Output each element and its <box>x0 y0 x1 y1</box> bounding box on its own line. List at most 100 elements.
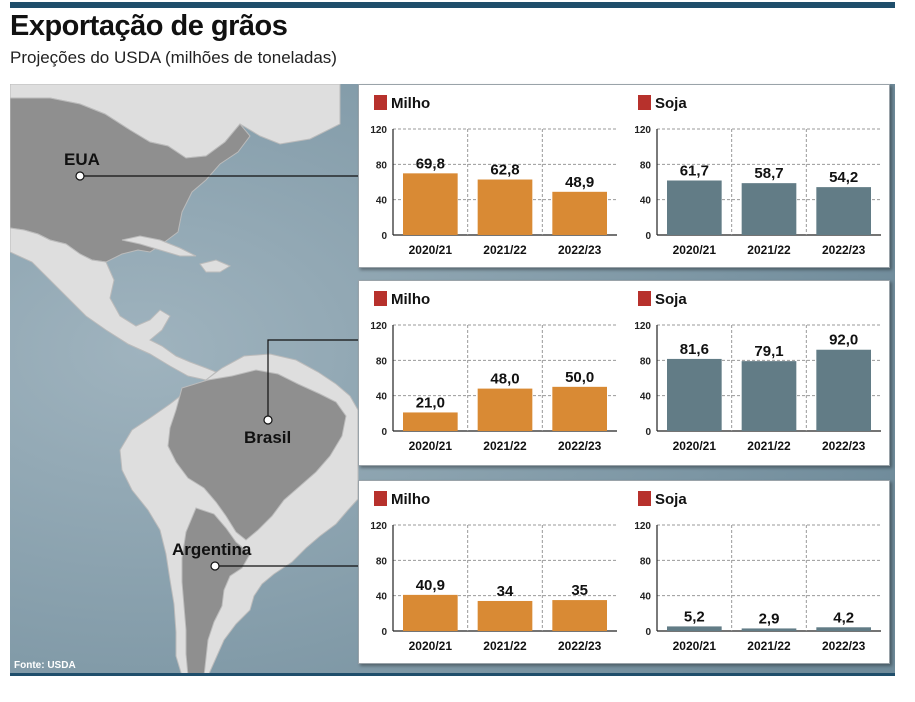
y-tick-label: 40 <box>640 196 652 207</box>
bar <box>552 386 607 431</box>
data-label: 50,0 <box>565 369 594 386</box>
brasil-marker <box>263 415 273 425</box>
data-label: 61,7 <box>680 162 709 179</box>
bar <box>741 628 797 631</box>
bar <box>552 191 607 235</box>
top-rule <box>10 2 895 8</box>
y-tick-label: 40 <box>376 196 388 207</box>
data-label: 5,2 <box>684 608 705 625</box>
data-label: 34 <box>497 583 514 600</box>
legend-label: Milho <box>391 291 430 308</box>
x-tick-label: 2021/22 <box>483 243 527 257</box>
cuba-island <box>121 235 197 257</box>
y-tick-label: 120 <box>370 321 387 332</box>
data-label: 69,8 <box>416 155 445 172</box>
y-tick-label: 80 <box>640 556 652 567</box>
chart-brasil-soja: Soja 0 40 80 120 81,6 2020/21 79,1 2021/22 92,0 20… <box>634 291 881 453</box>
legend-swatch <box>374 491 387 506</box>
y-tick-label: 80 <box>376 556 388 567</box>
y-tick-label: 120 <box>634 521 651 532</box>
x-tick-label: 2020/21 <box>409 439 453 453</box>
bar <box>477 179 533 235</box>
y-tick-label: 0 <box>645 427 651 438</box>
chart-eua-milho: Milho 0 40 80 120 69,8 2020/21 62,8 2021/22 48,9 2… <box>370 95 617 257</box>
x-tick-label: 2020/21 <box>673 243 717 257</box>
chart-argentina-milho: Milho 0 40 80 120 40,9 2020/21 34 2021/22 35 2022/… <box>370 491 617 653</box>
panel-brasil: Milho 0 40 80 120 21,0 2020/21 48,0 2021/22 50,0 2… <box>358 280 890 466</box>
data-label: 48,9 <box>565 174 594 191</box>
bar <box>667 358 722 431</box>
argentina-land <box>181 507 251 676</box>
y-tick-label: 0 <box>381 231 387 242</box>
panel-brasil-charts: Milho 0 40 80 120 21,0 2020/21 48,0 2021/22 50,0 2… <box>370 291 881 453</box>
x-tick-label: 2022/23 <box>822 439 866 453</box>
data-label: 4,2 <box>833 609 854 626</box>
data-label: 58,7 <box>754 165 783 182</box>
x-tick-label: 2021/22 <box>483 639 527 653</box>
data-label: 92,0 <box>829 332 858 349</box>
bar <box>403 412 458 431</box>
mexico-land <box>10 227 217 381</box>
chart-eua-soja: Soja 0 40 80 120 61,7 2020/21 58,7 2021/22 54,2 20… <box>634 95 881 257</box>
brasil-leader-line <box>267 339 358 420</box>
y-tick-label: 120 <box>370 125 387 136</box>
y-tick-label: 40 <box>376 392 388 403</box>
data-label: 48,0 <box>490 371 519 388</box>
x-tick-label: 2022/23 <box>558 439 602 453</box>
bar <box>477 600 533 631</box>
x-tick-label: 2020/21 <box>409 639 453 653</box>
legend-swatch <box>374 291 387 306</box>
y-tick-label: 0 <box>645 231 651 242</box>
y-tick-label: 80 <box>376 160 388 171</box>
y-tick-label: 0 <box>645 627 651 638</box>
data-label: 62,8 <box>490 162 519 179</box>
panel-eua: Milho 0 40 80 120 69,8 2020/21 62,8 2021/22 48,9 2… <box>358 84 890 268</box>
bar <box>816 349 871 431</box>
x-tick-label: 2022/23 <box>822 639 866 653</box>
bar <box>816 187 871 235</box>
y-tick-label: 40 <box>376 592 388 603</box>
bar <box>741 361 797 431</box>
source-note: Fonte: USDA <box>14 660 76 671</box>
bar <box>477 388 533 431</box>
hispaniola-island <box>199 259 232 273</box>
panel-eua-charts: Milho 0 40 80 120 69,8 2020/21 62,8 2021/22 48,9 2… <box>370 95 881 257</box>
x-tick-label: 2022/23 <box>558 243 602 257</box>
chart-subtitle: Projeções do USDA (milhões de toneladas) <box>10 48 337 67</box>
legend-swatch <box>638 95 651 110</box>
legend-label: Milho <box>391 491 430 508</box>
data-label: 81,6 <box>680 341 709 358</box>
bar <box>816 627 871 631</box>
legend-swatch <box>638 491 651 506</box>
country-label-brasil: Brasil <box>244 428 292 447</box>
legend-label: Soja <box>655 491 687 508</box>
bottom-rule <box>10 673 895 676</box>
y-tick-label: 80 <box>640 160 652 171</box>
x-tick-label: 2020/21 <box>673 639 717 653</box>
x-tick-label: 2021/22 <box>747 243 791 257</box>
chart-brasil-milho: Milho 0 40 80 120 21,0 2020/21 48,0 2021/22 50,0 2… <box>370 291 617 453</box>
x-tick-label: 2021/22 <box>483 439 527 453</box>
y-tick-label: 120 <box>634 321 651 332</box>
x-tick-label: 2021/22 <box>747 439 791 453</box>
bar <box>552 600 607 631</box>
eua-marker <box>75 171 85 181</box>
x-tick-label: 2020/21 <box>409 243 453 257</box>
bar <box>403 173 458 235</box>
y-tick-label: 40 <box>640 592 652 603</box>
y-tick-label: 120 <box>370 521 387 532</box>
y-tick-label: 120 <box>634 125 651 136</box>
data-label: 40,9 <box>416 577 445 594</box>
country-label-argentina: Argentina <box>172 540 252 559</box>
bar <box>667 180 722 235</box>
legend-swatch <box>638 291 651 306</box>
y-tick-label: 80 <box>640 356 652 367</box>
x-tick-label: 2022/23 <box>822 243 866 257</box>
y-tick-label: 0 <box>381 427 387 438</box>
bar <box>741 183 797 235</box>
bar <box>667 626 722 631</box>
bar <box>403 594 458 631</box>
data-label: 35 <box>571 582 588 599</box>
x-tick-label: 2020/21 <box>673 439 717 453</box>
y-tick-label: 80 <box>376 356 388 367</box>
